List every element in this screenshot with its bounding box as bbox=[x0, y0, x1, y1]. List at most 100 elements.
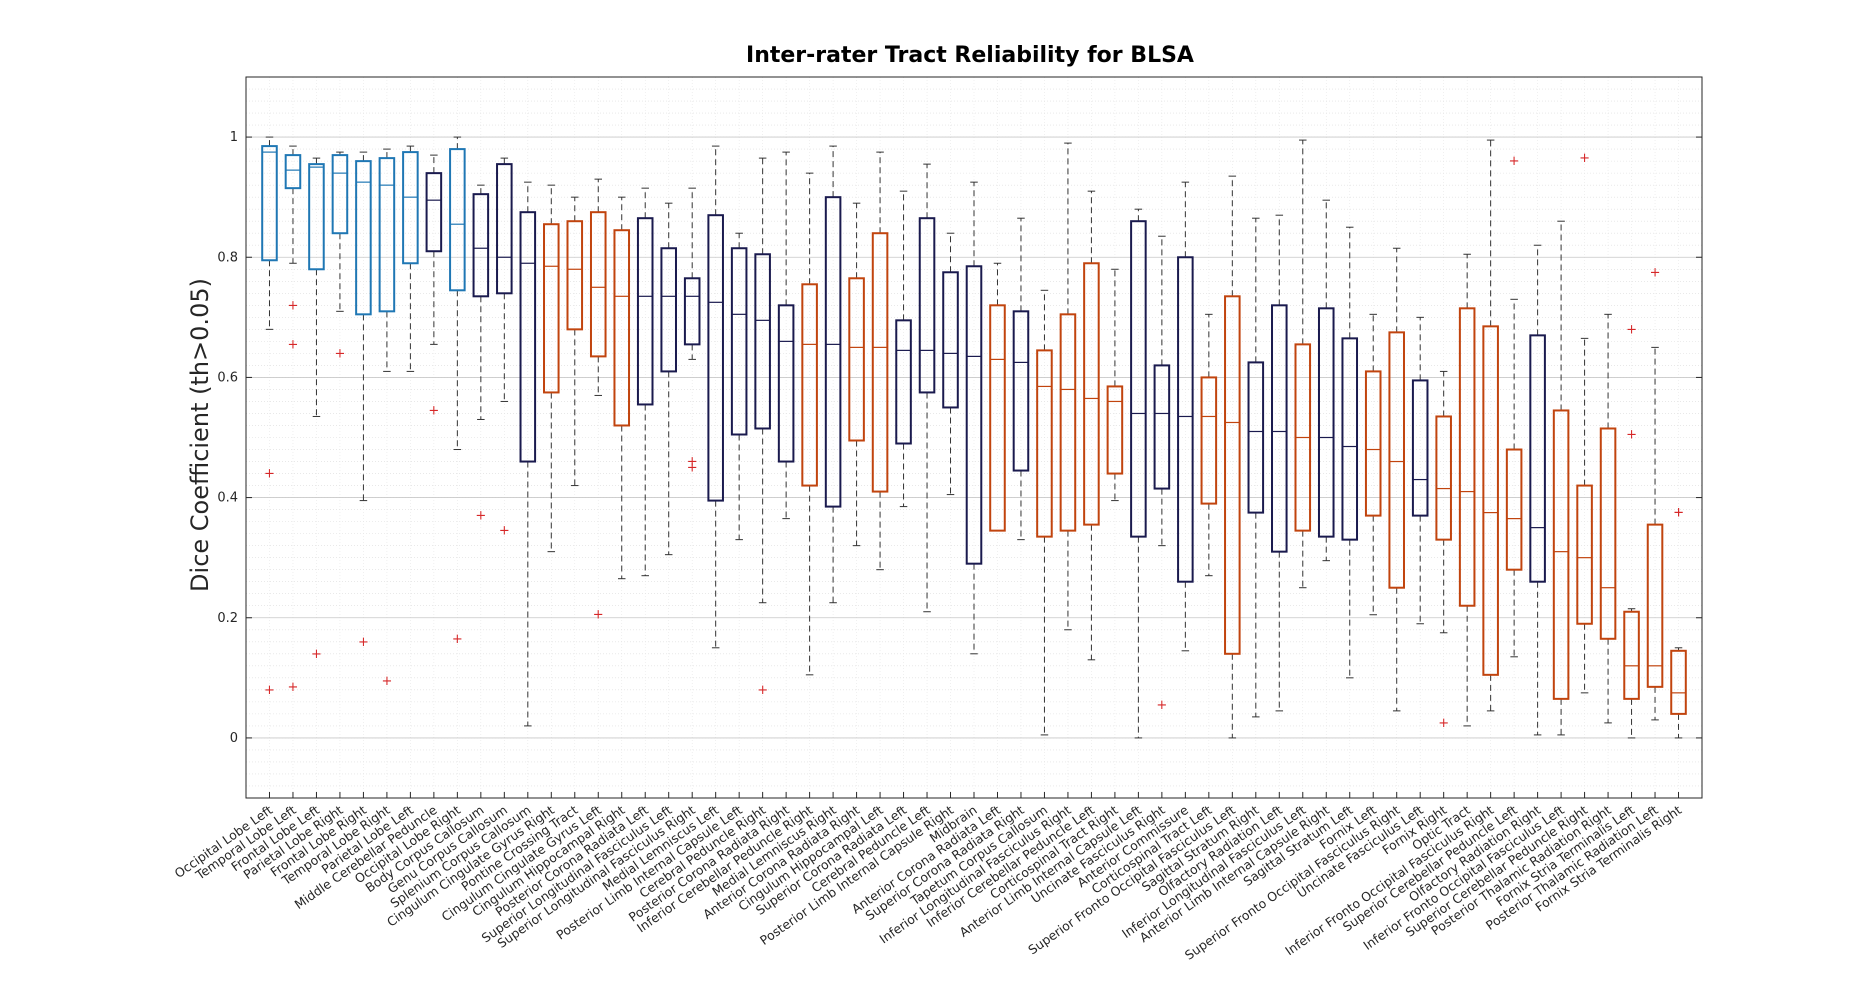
iqr-box bbox=[1435, 415, 1452, 541]
outlier-marker: + bbox=[593, 608, 604, 623]
box-group bbox=[1529, 244, 1546, 736]
outlier-marker: + bbox=[687, 461, 698, 476]
box-group bbox=[918, 163, 936, 613]
box-group bbox=[1552, 220, 1570, 736]
outlier-marker: + bbox=[288, 298, 299, 313]
iqr-box bbox=[871, 232, 889, 493]
iqr-box bbox=[1552, 409, 1570, 700]
iqr-box bbox=[1388, 331, 1405, 589]
box-group bbox=[1482, 139, 1499, 712]
iqr-box bbox=[1106, 385, 1124, 475]
y-tick-label: 0.2 bbox=[217, 611, 238, 626]
box-group: + bbox=[331, 151, 349, 361]
box-group bbox=[519, 181, 537, 727]
iqr-box bbox=[660, 247, 677, 373]
iqr-box bbox=[425, 172, 443, 253]
box-group: + bbox=[355, 151, 372, 650]
iqr-box bbox=[1411, 379, 1429, 517]
iqr-box bbox=[848, 277, 865, 442]
outlier-marker: + bbox=[499, 524, 510, 539]
box-group bbox=[871, 151, 889, 571]
y-tick-label: 1 bbox=[230, 130, 238, 145]
outlier-marker: + bbox=[288, 337, 299, 352]
iqr-box bbox=[1177, 256, 1194, 583]
y-tick-label: 0.6 bbox=[217, 370, 238, 385]
box-group bbox=[848, 202, 865, 547]
grid bbox=[246, 76, 1702, 799]
iqr-box bbox=[1130, 220, 1147, 538]
box-group bbox=[707, 145, 724, 649]
iqr-box bbox=[1083, 262, 1100, 526]
outlier-marker: + bbox=[687, 455, 698, 470]
box-group: + bbox=[1435, 370, 1452, 731]
outlier-marker: + bbox=[475, 509, 486, 524]
box-group bbox=[1388, 247, 1405, 712]
box-group bbox=[1317, 199, 1335, 562]
box-group bbox=[1036, 289, 1053, 736]
iqr-box bbox=[918, 217, 936, 394]
y-axis-ticks: 0 0.2 0.4 0.6 0.8 1 bbox=[217, 130, 1702, 746]
iqr-box bbox=[1599, 427, 1617, 640]
outlier-marker: + bbox=[288, 680, 299, 695]
iqr-box bbox=[683, 277, 701, 346]
iqr-box bbox=[355, 160, 372, 316]
box-group: + bbox=[449, 136, 466, 647]
box-group bbox=[660, 202, 677, 556]
box-group bbox=[1458, 253, 1476, 727]
box-group: ++ bbox=[1623, 322, 1640, 739]
iqr-box bbox=[801, 283, 818, 487]
y-tick-label: 0.8 bbox=[217, 250, 238, 265]
box-group bbox=[1012, 217, 1030, 541]
iqr-box bbox=[261, 145, 278, 262]
iqr-box bbox=[1670, 649, 1687, 715]
box-group bbox=[965, 181, 983, 655]
iqr-box bbox=[566, 220, 584, 331]
box-group bbox=[730, 232, 748, 541]
iqr-box bbox=[308, 163, 325, 271]
box-group bbox=[543, 184, 560, 553]
chart-title: Inter-rater Tract Reliability for BLSA bbox=[746, 43, 1194, 68]
iqr-box bbox=[989, 304, 1006, 532]
box-group: ++ bbox=[683, 187, 701, 476]
box-group bbox=[1224, 175, 1241, 739]
iqr-box bbox=[1341, 337, 1359, 541]
iqr-box bbox=[636, 217, 654, 406]
iqr-box bbox=[1271, 304, 1288, 553]
iqr-box bbox=[1247, 361, 1265, 514]
iqr-box bbox=[449, 148, 466, 292]
box-group bbox=[895, 190, 912, 508]
box-group bbox=[1083, 190, 1100, 661]
outlier-marker: + bbox=[1156, 698, 1167, 713]
iqr-box bbox=[589, 211, 607, 358]
iqr-box bbox=[402, 151, 419, 265]
iqr-box bbox=[1646, 523, 1664, 688]
outlier-marker: + bbox=[757, 683, 768, 698]
iqr-box bbox=[1059, 313, 1077, 532]
box-group bbox=[777, 151, 795, 520]
box-group bbox=[1247, 217, 1265, 718]
outlier-marker: + bbox=[452, 632, 463, 647]
iqr-box bbox=[1036, 349, 1053, 538]
box-group: + bbox=[472, 184, 490, 524]
box-group: + bbox=[1576, 151, 1593, 694]
iqr-box bbox=[1200, 376, 1218, 505]
box-group: + bbox=[754, 157, 771, 698]
box-group bbox=[1341, 226, 1359, 679]
box-group: + bbox=[496, 157, 513, 539]
iqr-box bbox=[824, 196, 842, 508]
box-group bbox=[1599, 313, 1617, 724]
iqr-box bbox=[942, 271, 959, 409]
box-group bbox=[566, 196, 584, 487]
iqr-box bbox=[519, 211, 537, 463]
box-group: + bbox=[589, 178, 607, 623]
iqr-box bbox=[1224, 295, 1241, 655]
iqr-box bbox=[730, 247, 748, 436]
iqr-box bbox=[965, 265, 983, 565]
iqr-box bbox=[777, 304, 795, 463]
box-group: + bbox=[1153, 235, 1171, 713]
box-group bbox=[1106, 268, 1124, 502]
iqr-box bbox=[754, 253, 771, 430]
box-group bbox=[1294, 139, 1312, 589]
box-group bbox=[613, 196, 631, 580]
